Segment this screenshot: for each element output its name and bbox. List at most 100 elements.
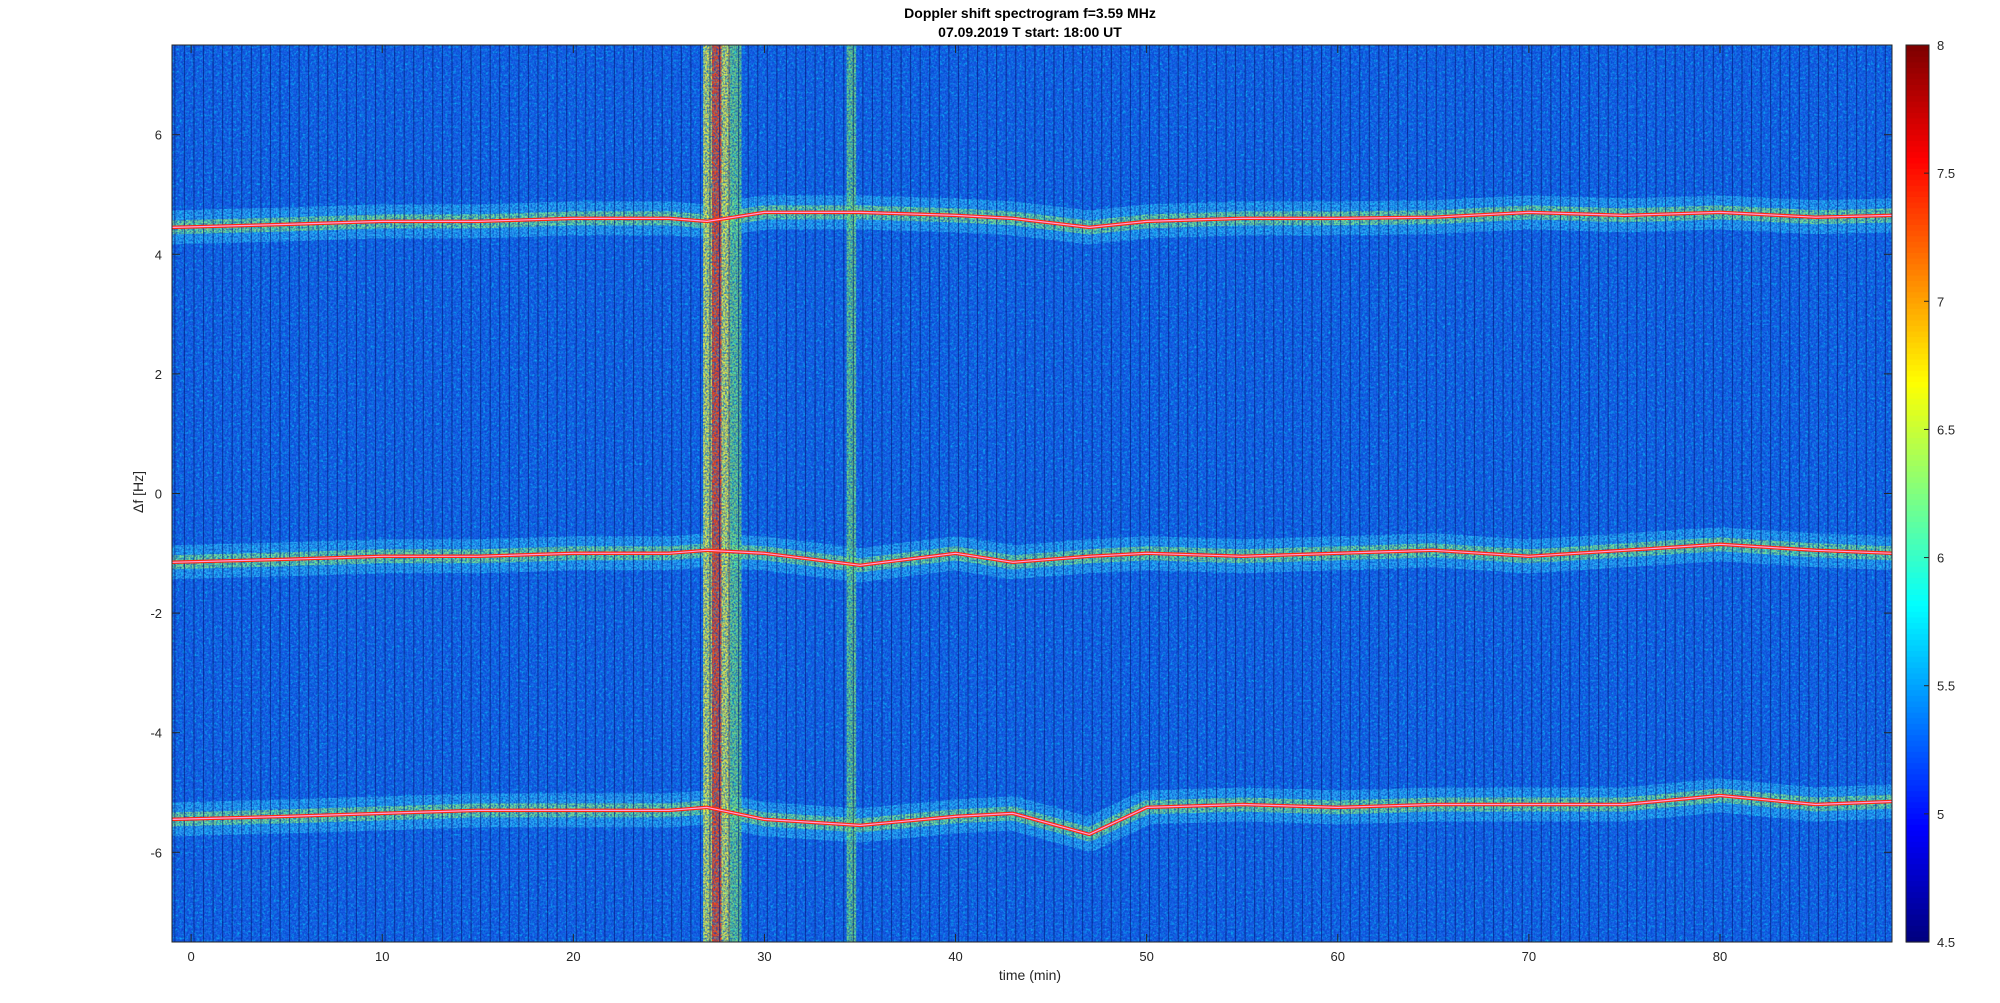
colorbar-segment xyxy=(1906,869,1929,876)
colorbar-segment xyxy=(1906,409,1929,416)
colorbar-segment xyxy=(1906,465,1929,472)
colorbar-segment xyxy=(1906,308,1929,315)
colorbar-segment xyxy=(1906,728,1929,736)
colorbar-gradient xyxy=(1906,45,1929,943)
y-tick-label: 6 xyxy=(155,128,162,143)
colorbar-segment xyxy=(1906,420,1929,427)
colorbar-segment xyxy=(1906,375,1929,382)
colorbar-segment xyxy=(1906,829,1929,837)
colorbar-segment xyxy=(1906,667,1929,674)
colorbar-segment xyxy=(1906,566,1929,573)
colorbar-segment xyxy=(1906,448,1929,455)
colorbar-segment xyxy=(1906,459,1929,467)
colorbar-segment xyxy=(1906,403,1929,411)
colorbar-segment xyxy=(1906,504,1929,511)
colorbar-segment xyxy=(1906,140,1929,147)
colorbar-tick-label: 4.5 xyxy=(1937,935,1955,950)
y-tick-label: -2 xyxy=(150,606,162,621)
colorbar-segment xyxy=(1906,364,1929,371)
colorbar-segment xyxy=(1906,392,1929,399)
colorbar-segment xyxy=(1906,291,1929,298)
x-tick-label: 70 xyxy=(1522,949,1536,964)
colorbar-segment xyxy=(1906,930,1929,937)
colorbar-segment xyxy=(1906,527,1929,534)
colorbar-tick-label: 5 xyxy=(1937,807,1944,822)
colorbar-segment xyxy=(1906,381,1929,388)
colorbar-segment xyxy=(1906,207,1929,214)
colorbar-segment xyxy=(1906,678,1929,685)
colorbar-segment xyxy=(1906,818,1929,825)
colorbar-segment xyxy=(1906,269,1929,276)
colorbar-segment xyxy=(1906,196,1929,203)
colorbar-segment xyxy=(1906,908,1929,915)
x-tick-label: 50 xyxy=(1139,949,1153,964)
x-tick-label: 0 xyxy=(187,949,194,964)
y-tick-label: -6 xyxy=(150,845,162,860)
colorbar-segment xyxy=(1906,263,1929,270)
colorbar-ticks: 4.5 5 5.5 6 6.5 7 7.5 8 xyxy=(1924,38,1955,950)
colorbar-segment xyxy=(1906,280,1929,287)
colorbar-segment xyxy=(1906,605,1929,612)
colorbar-segment xyxy=(1906,398,1929,405)
x-tick-label: 80 xyxy=(1713,949,1727,964)
colorbar-segment xyxy=(1906,443,1929,450)
colorbar-frame xyxy=(1905,44,1930,943)
colorbar-tick-label: 6.5 xyxy=(1937,422,1955,437)
colorbar-segment xyxy=(1906,885,1929,893)
doppler-traces xyxy=(172,210,1892,837)
colorbar-segment xyxy=(1906,252,1929,259)
colorbar-segment xyxy=(1906,224,1929,231)
colorbar-segment xyxy=(1906,863,1929,870)
colorbar-segment xyxy=(1906,510,1929,517)
colorbar-segment xyxy=(1906,925,1929,932)
colorbar-segment xyxy=(1906,891,1929,898)
x-axis-ticks: 0 10 20 30 40 50 60 70 80 xyxy=(187,45,1727,964)
colorbar-segment xyxy=(1906,857,1929,865)
chart-title: Doppler shift spectrogram f=3.59 MHz xyxy=(904,5,1156,21)
colorbar-segment xyxy=(1906,768,1929,775)
colorbar-segment xyxy=(1906,235,1929,242)
colorbar-segment xyxy=(1906,353,1929,360)
colorbar-segment xyxy=(1906,751,1929,758)
colorbar-segment xyxy=(1906,807,1929,814)
colorbar-segment xyxy=(1906,841,1929,848)
colorbar-segment xyxy=(1906,521,1929,528)
colorbar-segment xyxy=(1906,684,1929,691)
colorbar-segment xyxy=(1906,476,1929,483)
colorbar-segment xyxy=(1906,61,1929,69)
colorbar-segment xyxy=(1906,112,1929,119)
colorbar-segment xyxy=(1906,902,1929,909)
colorbar-segment xyxy=(1906,50,1929,57)
x-tick-label: 60 xyxy=(1331,949,1345,964)
colorbar-segment xyxy=(1906,134,1929,141)
colorbar-segment xyxy=(1906,644,1929,652)
colorbar-tick-label: 7 xyxy=(1937,294,1944,309)
colorbar-segment xyxy=(1906,201,1929,209)
colorbar-segment xyxy=(1906,650,1929,657)
y-tick-label: 2 xyxy=(155,367,162,382)
colorbar-segment xyxy=(1906,190,1929,197)
colorbar-segment xyxy=(1906,179,1929,186)
colorbar-segment xyxy=(1906,700,1929,708)
colorbar-segment xyxy=(1906,347,1929,354)
colorbar-segment xyxy=(1906,230,1929,237)
colorbar-segment xyxy=(1906,157,1929,164)
colorbar-segment xyxy=(1906,706,1929,713)
chart-subtitle: 07.09.2019 T start: 18:00 UT xyxy=(938,24,1122,40)
colorbar-tick-label: 6 xyxy=(1937,551,1944,566)
colorbar-segment xyxy=(1906,549,1929,556)
colorbar-segment xyxy=(1906,78,1929,85)
colorbar-segment xyxy=(1906,106,1929,113)
colorbar-segment xyxy=(1906,600,1929,607)
colorbar-segment xyxy=(1906,734,1929,741)
colorbar-segment xyxy=(1906,370,1929,377)
trace-highlight xyxy=(172,794,1892,836)
y-tick-label: 0 xyxy=(155,487,162,502)
colorbar-segment xyxy=(1906,162,1929,169)
colorbar-segment xyxy=(1906,302,1929,310)
colorbar-segment xyxy=(1906,611,1929,618)
colorbar-segment xyxy=(1906,95,1929,102)
colorbar-segment xyxy=(1906,145,1929,153)
colorbar-segment xyxy=(1906,588,1929,596)
y-tick-label: -4 xyxy=(150,726,162,741)
